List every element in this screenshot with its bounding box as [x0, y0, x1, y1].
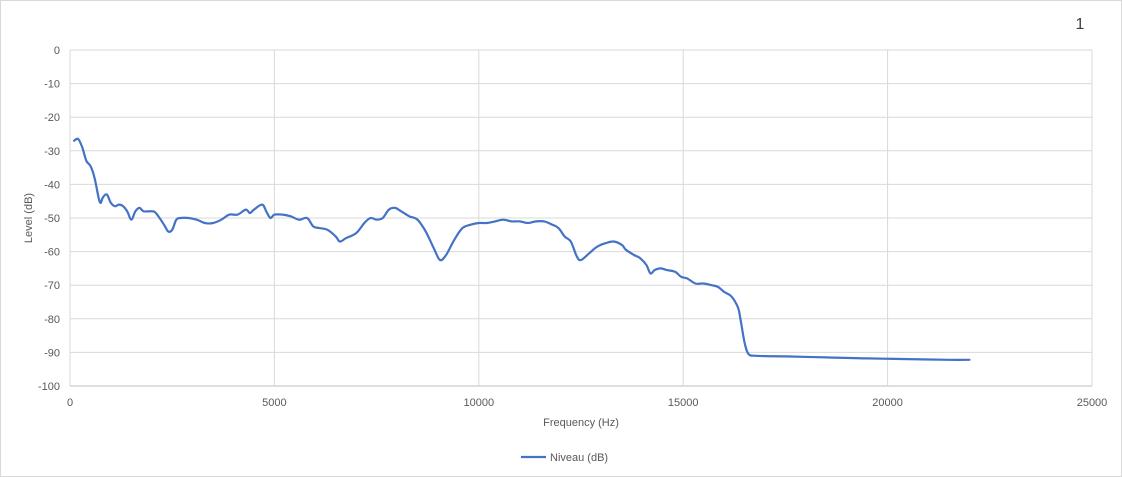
x-tick-label: 15000 [668, 397, 699, 409]
y-tick-label: 0 [54, 45, 60, 57]
y-tick-label: -10 [44, 79, 60, 91]
x-tick-label: 25000 [1077, 397, 1108, 409]
page-number: 1 [1076, 16, 1085, 33]
y-tick-label: -70 [44, 280, 60, 292]
x-axis-title: Frequency (Hz) [543, 417, 619, 429]
series-line-niveau [73, 137, 971, 361]
grid-lines [69, 49, 1093, 387]
x-tick-label: 20000 [872, 397, 903, 409]
x-tick-labels: 0 5000 10000 15000 20000 25000 [67, 397, 1107, 409]
y-tick-label: -30 [44, 146, 60, 158]
y-tick-label: -50 [44, 213, 60, 225]
y-tick-label: -80 [44, 314, 60, 326]
legend-label: Niveau (dB) [550, 452, 608, 464]
y-tick-labels: 0 -10 -20 -30 -40 -50 -60 -70 -80 -90 -100 [38, 45, 60, 393]
x-tick-label: 0 [67, 397, 73, 409]
y-axis-title: Level (dB) [23, 193, 35, 243]
y-tick-label: -40 [44, 179, 60, 191]
y-tick-label: -60 [44, 247, 60, 259]
x-tick-label: 5000 [262, 397, 286, 409]
y-tick-label: -20 [44, 112, 60, 124]
x-tick-label: 10000 [464, 397, 495, 409]
y-tick-label: -90 [44, 347, 60, 359]
legend: Niveau (dB) [521, 452, 608, 464]
y-tick-label: -100 [38, 381, 60, 393]
